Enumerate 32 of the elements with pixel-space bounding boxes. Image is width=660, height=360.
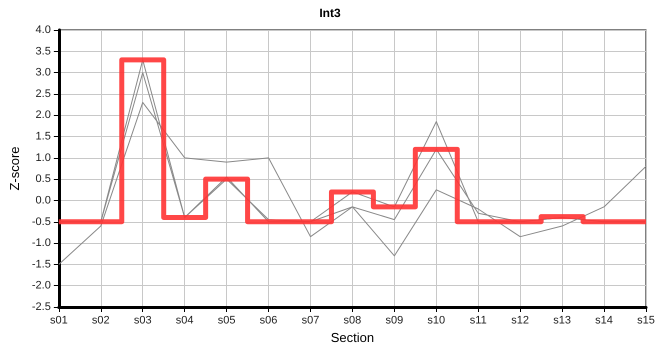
y-tick-label: 2.0 [36, 109, 51, 122]
x-tick-label: s06 [260, 314, 278, 326]
x-tick-label: s04 [176, 314, 194, 326]
x-tick-label: s10 [427, 314, 446, 326]
y-tick-label: 0.5 [36, 173, 51, 186]
x-tick-label: s11 [470, 314, 487, 326]
x-tick-label: s15 [637, 314, 655, 326]
x-tick-label: s09 [385, 314, 404, 326]
x-tick-label: s05 [218, 314, 236, 326]
x-tick-label: s13 [553, 314, 571, 326]
y-axis-title: Z-score [7, 146, 22, 191]
x-tick-label: s03 [134, 314, 152, 326]
x-tick-label: s02 [92, 314, 110, 326]
y-tick-label: -1.0 [32, 237, 51, 250]
x-tick-label: s07 [302, 314, 320, 326]
y-tick-label: 3.0 [36, 66, 51, 79]
y-tick-label: -2.0 [32, 280, 51, 292]
chart-title: Int3 [319, 6, 341, 20]
y-tick-label: 0.0 [36, 194, 51, 206]
y-tick-label: -2.5 [32, 301, 51, 313]
x-axis-title: Section [330, 330, 374, 345]
y-tick-label: 4.0 [36, 24, 51, 36]
x-tick-label: s12 [511, 314, 530, 326]
y-tick-label: 1.0 [36, 152, 51, 164]
x-tick-label: s08 [344, 314, 362, 326]
x-tick-label: s14 [595, 314, 613, 326]
y-tick-label: 3.5 [36, 45, 51, 58]
y-tick-label: -1.5 [32, 258, 51, 270]
y-tick-label: 1.5 [36, 130, 51, 143]
y-tick-label: 2.5 [36, 88, 51, 100]
y-tick-label: -0.5 [32, 216, 51, 228]
x-tick-label: s01 [50, 314, 68, 326]
